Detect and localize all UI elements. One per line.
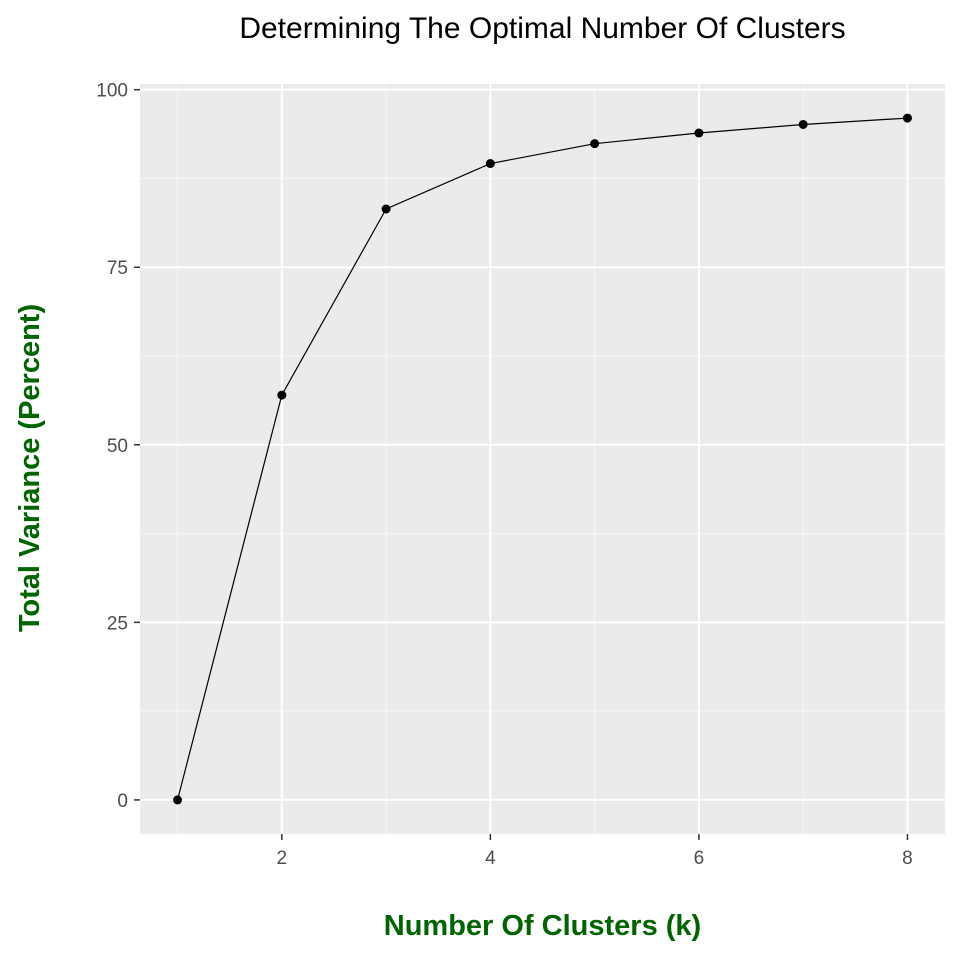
x-tick-label: 8	[902, 848, 913, 869]
y-tick-label: 100	[96, 81, 128, 102]
data-point	[694, 128, 704, 138]
series-line	[176, 117, 908, 801]
data-point	[381, 204, 391, 214]
y-tick-label: 0	[117, 791, 128, 812]
x-tick-label: 6	[694, 848, 705, 869]
y-tick-label: 50	[107, 436, 128, 457]
data-point	[902, 113, 912, 123]
plot-panel	[140, 84, 945, 834]
series-layer	[173, 113, 912, 805]
x-tick-label: 2	[277, 848, 288, 869]
y-tick-label: 75	[107, 258, 128, 279]
major-gridlines	[140, 84, 945, 834]
data-point	[798, 119, 808, 129]
data-point	[173, 795, 183, 805]
tick-labels: 2 4 6 8 0 25 50 75 100	[96, 81, 912, 869]
data-point	[590, 139, 600, 149]
axis-ticks	[134, 88, 909, 840]
x-axis-title: Number Of Clusters (k)	[383, 910, 702, 942]
y-tick-label: 25	[107, 613, 128, 634]
x-tick-label: 4	[485, 848, 496, 869]
data-point	[485, 159, 495, 169]
data-point	[277, 390, 287, 400]
y-axis-title: Total Variance (Percent)	[14, 303, 46, 633]
chart-title: Determining The Optimal Number Of Cluste…	[239, 12, 846, 45]
